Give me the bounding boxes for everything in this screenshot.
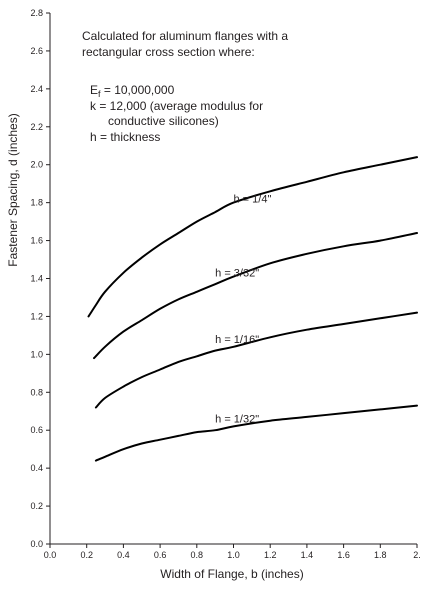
y-tick-label: 1.4 [30, 274, 43, 284]
x-tick-label: 0.6 [154, 550, 167, 560]
annotation-line-2: rectangular cross section where: [82, 45, 255, 59]
annotation-ef: Ef = 10,000,000 [90, 83, 175, 99]
series-label: h = 1/16" [215, 334, 259, 346]
y-tick-label: 0.8 [30, 387, 43, 397]
x-tick-label: 1.2 [264, 550, 277, 560]
y-tick-label: 1.6 [30, 236, 43, 246]
annotation-h-line: h = thickness [90, 130, 160, 144]
series-line [96, 313, 417, 408]
series-line [89, 157, 418, 316]
y-tick-label: 1.2 [30, 311, 43, 321]
series-label: h = 1/4" [234, 194, 272, 206]
series-labels: h = 1/4" h = 3/32" h = 1/16" h = 1/32" [215, 194, 271, 426]
ef-value: = 10,000,000 [101, 83, 175, 97]
y-tick-label: 2.0 [30, 160, 43, 170]
x-tick-label: 0.2 [80, 550, 93, 560]
y-tick-label: 0.6 [30, 425, 43, 435]
y-tick-label: 2.8 [30, 8, 43, 18]
x-axis-title: Width of Flange, b (inches) [160, 567, 303, 581]
y-tick-label: 1.8 [30, 198, 43, 208]
x-tick-label: 0.8 [191, 550, 204, 560]
y-tick-label: 2.2 [30, 122, 43, 132]
y-tick-label: 0.4 [30, 463, 43, 473]
series-label: h = 1/32" [215, 414, 259, 426]
annotation-k-line: k = 12,000 (average modulus for [90, 99, 263, 113]
x-tick-label: 1.0 [227, 550, 240, 560]
y-axis-title: Fastener Spacing, d (inches) [6, 113, 20, 266]
y-tick-label: 2.6 [30, 46, 43, 56]
annotation-line-1: Calculated for aluminum flanges with a [82, 29, 288, 43]
annotation-k-line-2: conductive silicones) [108, 114, 219, 128]
y-tick-label: 2.4 [30, 84, 43, 94]
ef-symbol: E [90, 83, 98, 97]
x-tick-label: 1.8 [374, 550, 387, 560]
x-tick-label: 1.4 [301, 550, 314, 560]
y-tick-label: 0.0 [30, 539, 43, 549]
x-tick-label: 2. [413, 550, 421, 560]
y-tick-label: 0.2 [30, 501, 43, 511]
annotation-block: Calculated for aluminum flanges with a r… [82, 29, 288, 144]
series-label: h = 3/32" [215, 268, 259, 280]
y-tick-label: 1.0 [30, 349, 43, 359]
x-tick-label: 0.4 [117, 550, 130, 560]
x-tick-label: 0.0 [44, 550, 57, 560]
x-tick-label: 1.6 [337, 550, 350, 560]
